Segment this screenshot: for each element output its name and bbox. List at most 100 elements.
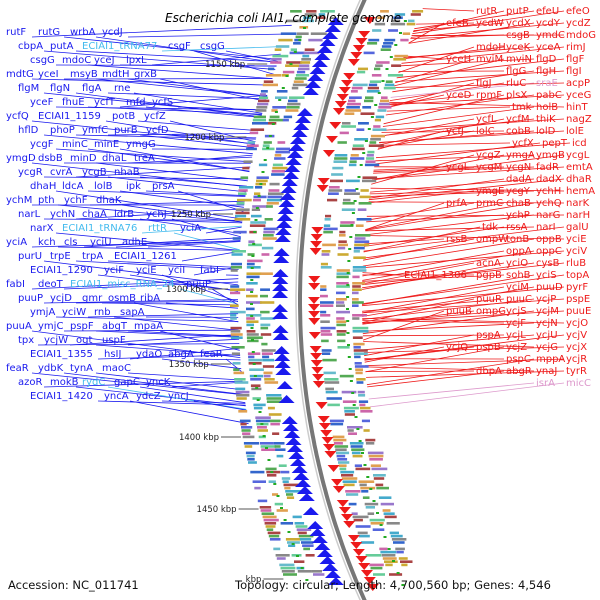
feature-block: [370, 464, 381, 467]
gene-label-right: mdoG: [566, 30, 596, 41]
feature-block: [348, 99, 356, 103]
tick-mark: [281, 87, 285, 89]
feature-block: [346, 493, 359, 496]
gene-label-right: ymgB: [536, 150, 565, 161]
feature-block: [257, 429, 268, 432]
feature-block: [266, 205, 273, 208]
feature-block: [378, 106, 392, 109]
tick-mark: [271, 123, 275, 125]
gene-label-left: narX: [30, 223, 54, 234]
feature-block: [252, 205, 268, 208]
accession-label: Accession: NC_011741: [8, 578, 139, 592]
gene-label-left: ldrB: [114, 209, 134, 220]
feature-block: [352, 285, 361, 288]
feature-block: [298, 67, 310, 71]
plus-strand-arrow: [308, 332, 321, 339]
feature-block: [369, 518, 385, 522]
feature-block: [286, 106, 300, 109]
gene-label-right: pyrF: [566, 282, 588, 293]
feature-block: [380, 10, 389, 13]
feature-block: [234, 378, 246, 381]
feature-block: [347, 102, 361, 106]
gene-label-right: narH: [566, 210, 590, 221]
plus-strand-arrow: [312, 381, 325, 388]
feature-block: [354, 138, 369, 141]
feature-block: [233, 368, 240, 371]
gene-label-left: ychN: [50, 209, 75, 220]
feature-block: [356, 381, 364, 384]
feature-block: [349, 160, 357, 163]
minus-strand-arrow: [286, 150, 303, 158]
gene-label-left: rutF: [6, 27, 26, 38]
feature-block: [321, 250, 331, 253]
feature-block: [259, 442, 274, 445]
feature-block: [245, 451, 256, 455]
feature-block: [339, 230, 346, 234]
feature-block: [293, 42, 301, 45]
plus-strand-arrow: [327, 465, 340, 472]
plus-strand-arrow: [321, 437, 334, 444]
tick-mark: [348, 248, 352, 250]
gene-label-right: ycjG: [536, 342, 558, 353]
feature-block: [295, 74, 310, 77]
minus-strand-arrow: [284, 164, 301, 172]
feature-block: [283, 483, 299, 487]
feature-block: [230, 333, 243, 336]
feature-block: [333, 160, 348, 163]
feature-block: [285, 109, 299, 112]
feature-block: [260, 317, 276, 320]
feature-block: [372, 128, 387, 131]
gene-label-left: mdtG: [6, 69, 34, 80]
gene-label-left: phoP: [50, 125, 75, 136]
tick-mark: [256, 399, 260, 401]
feature-block: [344, 410, 355, 413]
gene-label-right: dbpA: [476, 366, 502, 377]
feature-block: [283, 115, 293, 119]
feature-block: [323, 230, 333, 234]
feature-block: [373, 477, 385, 480]
minus-strand-arrow: [296, 108, 313, 116]
feature-block: [275, 45, 290, 48]
feature-block: [276, 509, 288, 512]
feature-block: [239, 186, 254, 189]
gene-label-right: yceA: [536, 42, 561, 53]
feature-block: [337, 246, 346, 250]
feature-block: [350, 157, 365, 160]
feature-block: [383, 86, 396, 90]
feature-block: [249, 224, 266, 227]
tick-mark: [250, 315, 254, 317]
feature-block: [251, 208, 261, 211]
minus-strand-arrow: [324, 24, 341, 32]
feature-block: [353, 250, 360, 253]
gene-label-left: ydaO: [136, 349, 162, 360]
minus-strand-arrow: [314, 542, 331, 550]
feature-block: [302, 54, 310, 58]
minus-strand-arrow: [319, 38, 336, 46]
gene-label-left: grxB: [134, 69, 157, 80]
feature-block: [390, 22, 406, 26]
feature-block: [339, 224, 354, 227]
tick-mark: [379, 524, 383, 526]
gene-label-right: flgH: [536, 66, 556, 77]
feature-block: [354, 362, 362, 365]
plus-strand-arrow: [336, 94, 349, 101]
feature-block: [358, 534, 370, 538]
tick-mark: [351, 392, 355, 394]
gene-label-left: yncJ: [168, 391, 189, 402]
feature-block: [270, 422, 280, 426]
feature-block: [360, 189, 369, 192]
feature-block: [264, 378, 275, 381]
tick-mark: [261, 171, 265, 173]
gene-label-left: ECIAI1_tRNA76: [62, 223, 137, 234]
feature-block: [264, 522, 277, 525]
feature-block: [355, 234, 371, 237]
feature-block: [246, 266, 261, 269]
feature-block: [246, 454, 255, 458]
feature-block: [248, 355, 255, 359]
gene-label-left: ymgG: [126, 139, 156, 150]
feature-block: [246, 307, 255, 311]
feature-block: [311, 570, 322, 573]
feature-block: [246, 314, 262, 317]
gene-label-right: oppB: [536, 234, 562, 245]
feature-block: [272, 493, 279, 496]
